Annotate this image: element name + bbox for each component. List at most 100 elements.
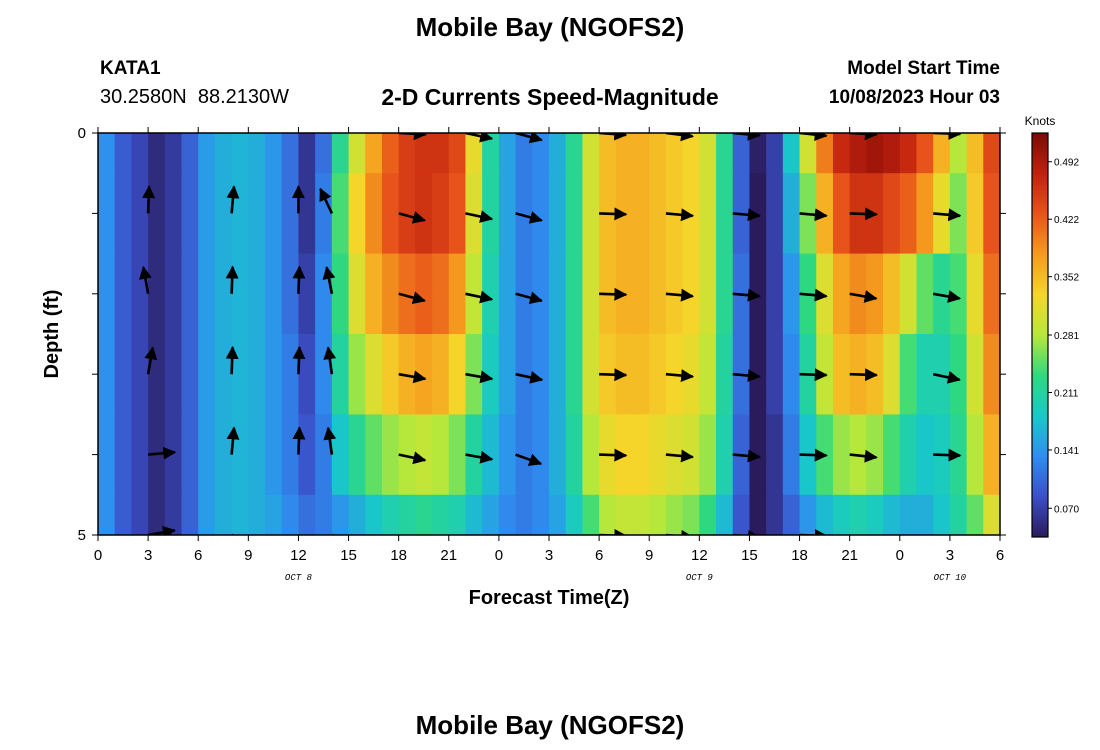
heatmap-cell bbox=[98, 253, 116, 335]
heatmap-cell bbox=[582, 414, 600, 496]
heatmap-cell bbox=[164, 494, 183, 535]
heatmap-cell bbox=[248, 133, 266, 174]
current-vector-arrow bbox=[330, 133, 332, 134]
current-vector-arrow bbox=[398, 370, 427, 384]
heatmap-cell bbox=[432, 494, 450, 535]
heatmap-cell bbox=[248, 173, 266, 255]
heatmap-cell bbox=[532, 253, 550, 335]
current-vector-arrow bbox=[932, 371, 961, 384]
heatmap-cell bbox=[832, 414, 851, 496]
current-vector-arrow bbox=[999, 374, 1000, 376]
current-vector-arrow bbox=[226, 426, 240, 455]
current-vector-arrow bbox=[226, 185, 240, 214]
heatmap-cell bbox=[381, 494, 400, 535]
current-vectors bbox=[139, 133, 1000, 535]
current-vector-arrow bbox=[933, 448, 962, 462]
heatmap-cell bbox=[766, 494, 784, 535]
heatmap-cell bbox=[549, 173, 567, 255]
heatmap-cell bbox=[482, 133, 500, 174]
heatmap-cell bbox=[682, 334, 700, 415]
current-vector-arrow bbox=[142, 185, 156, 214]
page-title: Mobile Bay (NGOFS2) bbox=[415, 12, 685, 42]
heatmap-cell bbox=[248, 414, 266, 496]
x-tick-label: 18 bbox=[390, 547, 407, 564]
heatmap-cell bbox=[131, 253, 149, 335]
x-axis-label: Forecast Time(Z) bbox=[469, 587, 630, 609]
heatmap-cell bbox=[265, 253, 283, 335]
heatmap-cell bbox=[448, 414, 467, 496]
current-vector-arrow bbox=[398, 451, 427, 465]
heatmap-cell bbox=[682, 494, 700, 535]
colorbar: Knots 0.070 0.141 0.211 0.281 0.352 0.422 0.492 bbox=[1025, 114, 1079, 538]
current-vector-arrow bbox=[732, 369, 761, 383]
current-vector-arrow bbox=[465, 370, 494, 384]
x-tick-label: 15 bbox=[741, 547, 758, 564]
heatmap-cell bbox=[582, 494, 600, 535]
colorbar-tick-label: 0.281 bbox=[1054, 331, 1079, 342]
heatmap-cell bbox=[281, 494, 300, 535]
x-tick-label: 0 bbox=[495, 547, 503, 564]
heatmap-cell bbox=[465, 253, 483, 335]
chart-subtitle: 2-D Currents Speed-Magnitude bbox=[381, 84, 719, 110]
current-vector-arrow bbox=[665, 288, 695, 302]
heatmap-cell bbox=[214, 494, 233, 535]
heatmap-cell bbox=[916, 334, 934, 415]
heatmap-cell bbox=[782, 173, 801, 255]
heatmap-cell bbox=[281, 334, 300, 415]
heatmap-cell bbox=[515, 414, 533, 496]
y-tick-label: 0 bbox=[78, 125, 86, 142]
heatmap-cell bbox=[415, 334, 433, 415]
heatmap-cell bbox=[148, 173, 166, 255]
current-vector-arrow bbox=[799, 288, 828, 302]
heatmap-cell bbox=[699, 253, 717, 335]
heatmap-cell bbox=[832, 494, 851, 535]
heatmap-cell bbox=[749, 334, 767, 415]
heatmap-cell bbox=[198, 173, 216, 255]
colorbar-tick-label: 0.070 bbox=[1054, 504, 1079, 515]
heatmap-cell bbox=[498, 494, 517, 535]
x-tick-label: 0 bbox=[94, 547, 102, 564]
heatmap-cell bbox=[348, 334, 366, 415]
heatmap-cell bbox=[549, 253, 567, 335]
current-vector-arrow bbox=[515, 453, 543, 466]
heatmap-cell bbox=[348, 494, 366, 535]
heatmap-cell bbox=[114, 334, 132, 415]
heatmap-cell bbox=[949, 173, 968, 255]
heatmap-cell bbox=[448, 253, 467, 335]
current-vector-arrow bbox=[732, 208, 761, 222]
heatmap-cell bbox=[398, 414, 416, 496]
heatmap-cell bbox=[682, 414, 700, 496]
heatmap-cell bbox=[983, 334, 1000, 415]
heatmap-cell bbox=[98, 334, 116, 415]
heatmap-cell bbox=[632, 334, 650, 415]
heatmap-cell bbox=[315, 334, 333, 415]
heatmap-cell bbox=[966, 494, 984, 535]
current-vector-arrow bbox=[147, 525, 176, 535]
heatmap-cell bbox=[265, 494, 283, 535]
current-vector-arrow bbox=[849, 368, 878, 382]
heatmap-cell bbox=[766, 253, 784, 335]
heatmap-cell bbox=[164, 173, 183, 255]
x-tick-label: 9 bbox=[244, 547, 252, 564]
heatmap-cell bbox=[214, 173, 233, 255]
heatmap-cell bbox=[515, 494, 533, 535]
heatmap-cell bbox=[164, 334, 183, 415]
x-tick-label: 6 bbox=[996, 547, 1004, 564]
current-vector-arrow bbox=[999, 213, 1000, 215]
heatmap-cell bbox=[883, 133, 901, 174]
heatmap-cell bbox=[966, 334, 984, 415]
current-vector-arrow bbox=[599, 287, 628, 301]
current-vector-arrow bbox=[398, 291, 426, 305]
heatmap-cell bbox=[866, 414, 884, 496]
heatmap-cell bbox=[565, 173, 583, 255]
x-tick-label: 9 bbox=[645, 547, 653, 564]
x-tick-label: 3 bbox=[545, 547, 553, 564]
heatmap-cell bbox=[114, 133, 132, 174]
heatmap-cell bbox=[649, 133, 667, 174]
current-vector-arrow bbox=[465, 290, 494, 304]
heatmap-cell bbox=[515, 253, 533, 335]
heatmap-cell bbox=[949, 334, 968, 415]
heatmap-cell bbox=[716, 253, 734, 335]
heatmap-cell bbox=[782, 494, 801, 535]
